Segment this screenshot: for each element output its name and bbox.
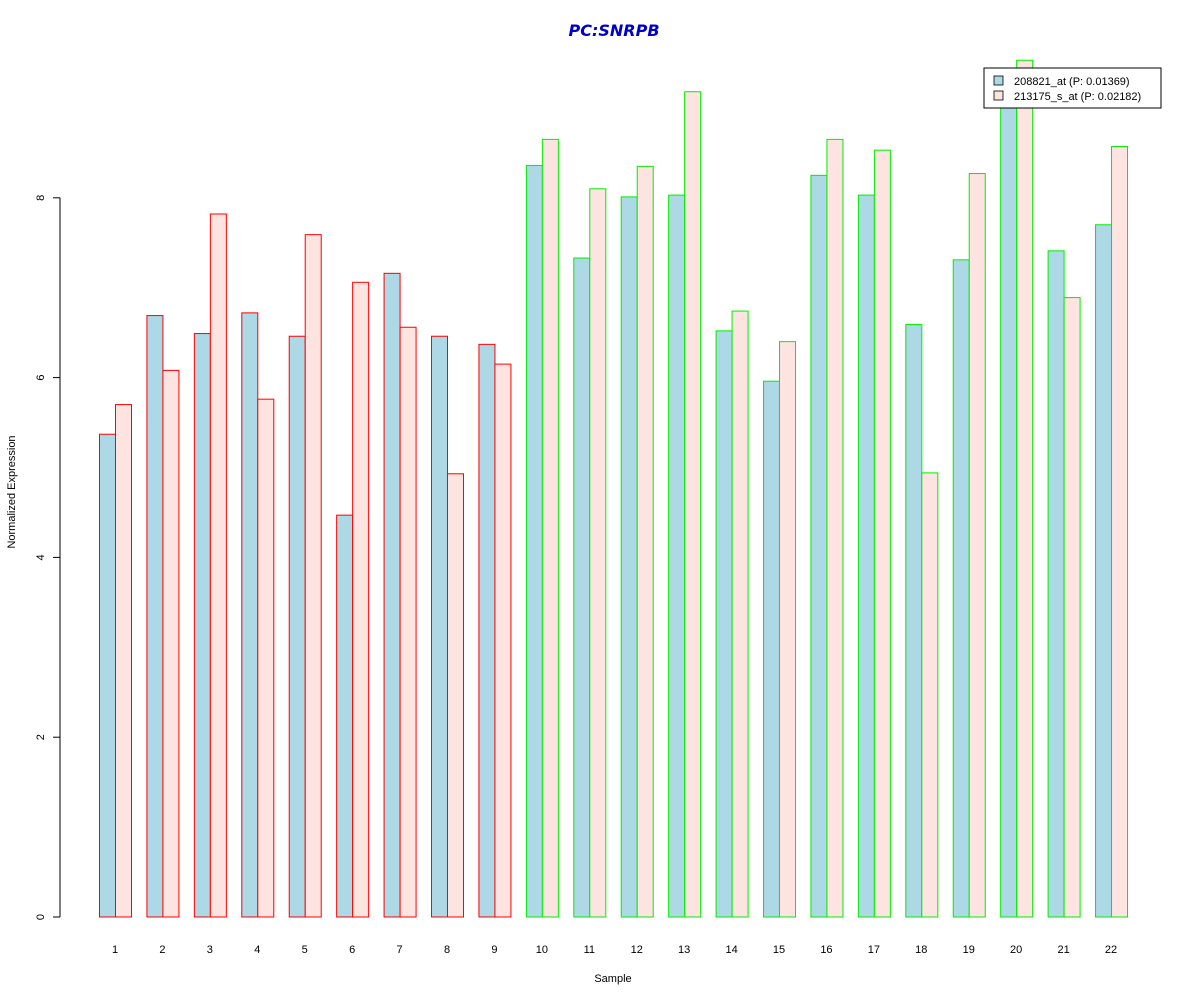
- legend-swatch-series-2: [993, 90, 1004, 101]
- bar-series-2-sample-17: [873, 149, 891, 918]
- x-axis-labels: 1 2 3 4 5 6 7 8 9 10 11 12 13 14 15 16 17 18 19 20 21 22: [112, 944, 1117, 956]
- bar-series-2-sample-3: [209, 213, 227, 918]
- x-tick-label: 11: [584, 944, 595, 956]
- bar-series-2-sample-2: [162, 369, 180, 918]
- x-tick-label: 19: [963, 944, 975, 956]
- chart-title: PC:SNRPB: [568, 21, 659, 40]
- bar-series-1-sample-1: [99, 433, 116, 918]
- x-tick-label: 17: [868, 944, 880, 956]
- x-tick-label: 2: [159, 944, 165, 956]
- x-tick-label: 13: [678, 944, 690, 956]
- bar-series-2-sample-18: [921, 472, 939, 918]
- bar-series-2-sample-5: [304, 234, 322, 918]
- legend-label-series-1: 208821_at (P: 0.01369): [1014, 76, 1130, 88]
- bar-series-1-sample-6: [336, 514, 354, 918]
- y-tick-label: 8: [35, 195, 47, 201]
- bar-series-1-sample-14: [715, 330, 733, 918]
- y-tick-label: 6: [35, 375, 47, 381]
- x-tick-label: 14: [725, 944, 737, 956]
- x-tick-label: 6: [349, 944, 355, 956]
- y-tick-label: 4: [35, 554, 47, 560]
- legend-swatch-series-1: [993, 75, 1004, 86]
- legend-label-series-2: 213175_s_at (P: 0.02182): [1014, 91, 1141, 103]
- y-tick-label: 0: [35, 914, 47, 920]
- x-tick-label: 20: [1010, 944, 1022, 956]
- x-tick-label: 18: [915, 944, 927, 956]
- bar-series-1-sample-21: [1047, 250, 1065, 918]
- bar-series-2-sample-21: [1063, 297, 1081, 918]
- bar-series-2-sample-14: [731, 310, 749, 918]
- x-tick-label: 1: [112, 944, 118, 956]
- bar-series-1-sample-11: [573, 257, 591, 918]
- bar-series-2-sample-6: [352, 281, 370, 918]
- bar-series-2-sample-4: [257, 398, 275, 918]
- bar-series-1-sample-5: [288, 335, 306, 918]
- bar-series-1-sample-19: [952, 259, 970, 918]
- x-tick-label: 3: [207, 944, 213, 956]
- bar-series-1-sample-12: [620, 196, 638, 918]
- bar-series-1-sample-4: [241, 312, 259, 918]
- bar-series-2-sample-1: [115, 404, 132, 918]
- bar-series-2-sample-9: [494, 363, 512, 918]
- bar-series-2-sample-8: [447, 473, 465, 918]
- x-tick-label: 9: [491, 944, 497, 956]
- bar-series-1-sample-18: [905, 324, 923, 918]
- x-axis-title: Sample: [594, 973, 631, 985]
- bar-series-2-sample-22: [1111, 146, 1129, 918]
- bar-series-1-sample-8: [431, 335, 449, 918]
- bar-series-1-sample-16: [810, 174, 828, 918]
- x-tick-label: 7: [397, 944, 403, 956]
- bar-series-2-sample-19: [968, 173, 986, 918]
- x-tick-label: 22: [1105, 944, 1117, 956]
- x-tick-label: 15: [773, 944, 785, 956]
- y-axis-title: Normalized Expression: [6, 435, 18, 548]
- bar-series-1-sample-13: [668, 194, 686, 918]
- bar-series-1-sample-10: [525, 164, 543, 918]
- x-tick-label: 10: [536, 944, 548, 956]
- bar-series-1-sample-3: [193, 333, 211, 918]
- bar-series-2-sample-13: [684, 91, 702, 918]
- x-tick-label: 12: [631, 944, 643, 956]
- bar-series-1-sample-20: [1000, 95, 1018, 918]
- y-tick-label: 2: [35, 734, 47, 740]
- bar-series-2-sample-12: [636, 165, 654, 918]
- x-tick-label: 5: [302, 944, 308, 956]
- x-tick-label: 21: [1057, 944, 1069, 956]
- bar-series-1-sample-2: [146, 315, 164, 918]
- bar-series-1-sample-15: [763, 380, 781, 918]
- x-tick-label: 4: [254, 944, 260, 956]
- legend-box: [983, 67, 1162, 109]
- bar-series-2-sample-10: [541, 138, 559, 918]
- bar-series-2-sample-7: [399, 326, 417, 918]
- bar-series-2-sample-20: [1016, 59, 1034, 918]
- bar-series-2-sample-15: [779, 341, 797, 918]
- bar-series-1-sample-17: [857, 194, 875, 918]
- bar-series-1-sample-7: [383, 272, 401, 918]
- x-tick-label: 16: [820, 944, 832, 956]
- bar-series-1-sample-9: [478, 343, 496, 918]
- bar-series-2-sample-16: [826, 138, 844, 918]
- bars-group: [99, 59, 1129, 918]
- y-axis: 0 2 4 6 8: [35, 195, 61, 920]
- bar-series-1-sample-22: [1095, 224, 1113, 918]
- x-tick-label: 8: [444, 944, 450, 956]
- legend: 208821_at (P: 0.01369) 213175_s_at (P: 0…: [983, 67, 1162, 109]
- bar-series-2-sample-11: [589, 188, 607, 918]
